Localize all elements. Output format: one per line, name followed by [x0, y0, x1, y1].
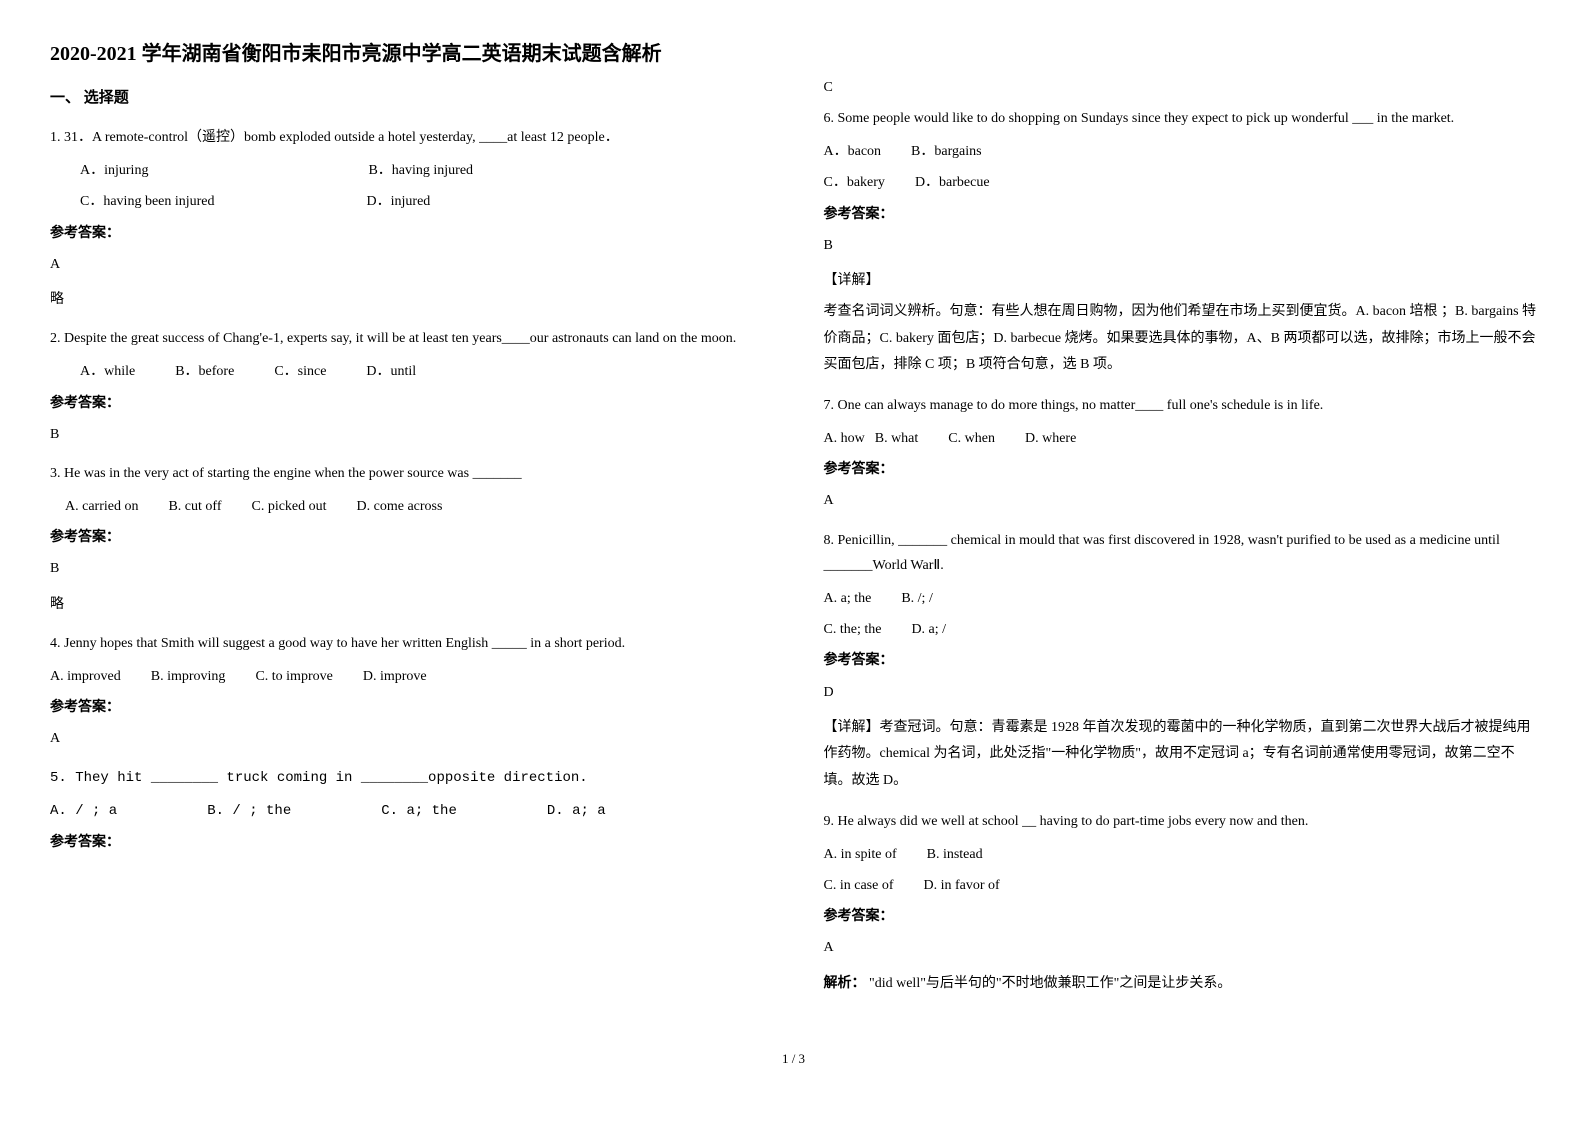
option-c: C．bakery — [824, 170, 885, 195]
answer-value: B — [824, 233, 1538, 258]
option-c: C. when — [948, 426, 995, 451]
option-d: D. a; a — [547, 799, 606, 824]
option-a: A. in spite of — [824, 842, 897, 867]
question-8: 8. Penicillin, _______ chemical in mould… — [824, 528, 1538, 795]
question-text: 2. Despite the great success of Chang'e-… — [50, 326, 764, 351]
explanation: 解析： "did well"与后半句的"不时地做兼职工作"之间是让步关系。 — [824, 971, 1538, 998]
option-c: C. a; the — [381, 799, 457, 824]
option-d: D. in favor of — [923, 873, 999, 898]
option-b: B. improving — [151, 664, 226, 689]
option-c: C. to improve — [255, 664, 332, 689]
explanation-text: "did well"与后半句的"不时地做兼职工作"之间是让步关系。 — [869, 976, 1231, 991]
question-2: 2. Despite the great success of Chang'e-… — [50, 326, 764, 447]
question-text: 3. He was in the very act of starting th… — [50, 461, 764, 486]
option-b: B. /; / — [901, 586, 933, 611]
option-d: D．until — [366, 359, 416, 384]
question-9: 9. He always did we well at school __ ha… — [824, 809, 1538, 998]
section-header: 一、 选择题 — [50, 86, 764, 107]
answer-label: 参考答案： — [824, 457, 1538, 482]
answer-note: 略 — [50, 287, 764, 312]
option-d: D．barbecue — [915, 170, 990, 195]
options-row: A. in spite of B. instead — [824, 842, 1538, 867]
option-c: C．since — [274, 359, 326, 384]
answer-label: 参考答案： — [50, 391, 764, 416]
question-text: 8. Penicillin, _______ chemical in mould… — [824, 528, 1538, 578]
answer-label: 参考答案： — [50, 221, 764, 246]
option-c: C. in case of — [824, 873, 894, 898]
answer-value: A — [50, 252, 764, 277]
question-text: 6. Some people would like to do shopping… — [824, 106, 1538, 131]
question-3: 3. He was in the very act of starting th… — [50, 461, 764, 617]
option-b: B. instead — [927, 842, 983, 867]
option-d: D. come across — [357, 494, 443, 519]
option-b: B. cut off — [168, 494, 221, 519]
option-c: C. the; the — [824, 617, 882, 642]
option-a: A．bacon — [824, 139, 882, 164]
option-a: A. carried on — [65, 494, 138, 519]
question-6: 6. Some people would like to do shopping… — [824, 106, 1538, 379]
option-a: A. a; the — [824, 586, 872, 611]
explanation-label: 解析： — [824, 976, 866, 991]
question-text: 4. Jenny hopes that Smith will suggest a… — [50, 631, 764, 656]
options-row: A．injuring B．having injured — [80, 158, 764, 183]
option-a: A. improved — [50, 664, 121, 689]
explanation: 考查名词词义辨析。句意：有些人想在周日购物，因为他们希望在市场上买到便宜货。A.… — [824, 299, 1538, 379]
options-row: A．bacon B．bargains — [824, 139, 1538, 164]
option-b: B. / ; the — [207, 799, 291, 824]
question-5: 5. They hit ________ truck coming in ___… — [50, 766, 764, 856]
option-b: B. what — [875, 426, 919, 451]
question-4: 4. Jenny hopes that Smith will suggest a… — [50, 631, 764, 752]
question-1: 1. 31．A remote-control（遥控）bomb exploded … — [50, 125, 764, 312]
option-d: D. where — [1025, 426, 1076, 451]
right-column: C 6. Some people would like to do shoppi… — [824, 40, 1538, 1011]
option-a: A．injuring — [80, 158, 148, 183]
answer-label: 参考答案： — [50, 525, 764, 550]
q5-answer: C — [824, 80, 1538, 96]
detail-label: 【详解】 — [824, 268, 1538, 293]
options-row: A. improved B. improving C. to improve D… — [50, 664, 764, 689]
options-row: C. the; the D. a; / — [824, 617, 1538, 642]
answer-label: 参考答案： — [50, 695, 764, 720]
answer-value: B — [50, 556, 764, 581]
answer-label: 参考答案： — [824, 904, 1538, 929]
answer-value: B — [50, 422, 764, 447]
option-c: C. picked out — [251, 494, 326, 519]
left-column: 2020-2021 学年湖南省衡阳市耒阳市亮源中学高二英语期末试题含解析 一、 … — [50, 40, 764, 1011]
option-a: A. how — [824, 426, 865, 451]
option-b: B．bargains — [911, 139, 982, 164]
question-text: 5. They hit ________ truck coming in ___… — [50, 766, 764, 791]
answer-label: 参考答案： — [824, 202, 1538, 227]
option-d: D. improve — [363, 664, 427, 689]
options-row: A．while B．before C．since D．until — [80, 359, 764, 384]
option-d: D．injured — [367, 189, 431, 214]
option-c: C．having been injured — [80, 189, 215, 214]
page-number: 1 / 3 — [50, 1051, 1537, 1067]
option-a: A．while — [80, 359, 135, 384]
options-row: A. how B. what C. when D. where — [824, 426, 1538, 451]
answer-value: A — [50, 726, 764, 751]
options-row: A. a; the B. /; / — [824, 586, 1538, 611]
option-b: B．before — [175, 359, 234, 384]
options-row: C．bakery D．barbecue — [824, 170, 1538, 195]
question-text: 7. One can always manage to do more thin… — [824, 393, 1538, 418]
answer-label: 参考答案： — [824, 648, 1538, 673]
options-row: A. / ; a B. / ; the C. a; the D. a; a — [50, 799, 764, 824]
question-7: 7. One can always manage to do more thin… — [824, 393, 1538, 514]
question-text: 1. 31．A remote-control（遥控）bomb exploded … — [50, 125, 764, 150]
options-row: A. carried on B. cut off C. picked out D… — [65, 494, 764, 519]
exam-title: 2020-2021 学年湖南省衡阳市耒阳市亮源中学高二英语期末试题含解析 — [50, 40, 764, 68]
explanation: 【详解】考查冠词。句意：青霉素是 1928 年首次发现的霉菌中的一种化学物质，直… — [824, 715, 1538, 795]
option-a: A. / ; a — [50, 799, 117, 824]
option-b: B．having injured — [368, 158, 473, 183]
options-row: C. in case of D. in favor of — [824, 873, 1538, 898]
answer-note: 略 — [50, 592, 764, 617]
answer-label: 参考答案： — [50, 830, 764, 855]
page-container: 2020-2021 学年湖南省衡阳市耒阳市亮源中学高二英语期末试题含解析 一、 … — [50, 40, 1537, 1011]
answer-value: A — [824, 488, 1538, 513]
option-d: D. a; / — [911, 617, 946, 642]
answer-value: D — [824, 680, 1538, 705]
question-text: 9. He always did we well at school __ ha… — [824, 809, 1538, 834]
answer-value: A — [824, 935, 1538, 960]
options-row: C．having been injured D．injured — [80, 189, 764, 214]
